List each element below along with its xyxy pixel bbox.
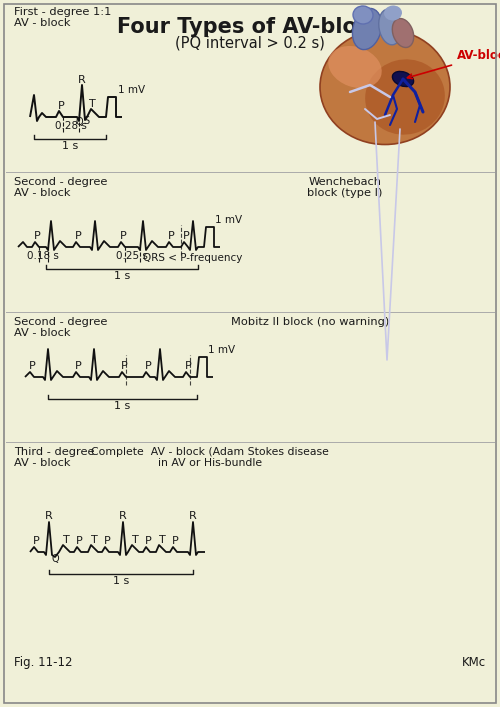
Text: Third - degree: Third - degree: [14, 447, 94, 457]
Text: QRS < P-frequency: QRS < P-frequency: [144, 253, 242, 263]
Text: P: P: [76, 536, 82, 546]
Text: P: P: [104, 536, 110, 546]
Text: P: P: [182, 231, 190, 241]
Text: P: P: [74, 231, 82, 241]
Text: AV - block: AV - block: [14, 18, 70, 28]
Text: Q: Q: [75, 117, 83, 127]
Text: Second - degree: Second - degree: [14, 317, 108, 327]
Ellipse shape: [320, 30, 450, 144]
Text: 1 s: 1 s: [114, 271, 130, 281]
Text: S: S: [83, 116, 89, 126]
Text: R: R: [189, 511, 197, 521]
Ellipse shape: [384, 6, 402, 21]
Text: P: P: [34, 231, 40, 241]
Text: P: P: [184, 361, 192, 371]
Text: AV - block: AV - block: [14, 458, 70, 468]
Text: First - degree 1:1: First - degree 1:1: [14, 7, 112, 17]
Text: P: P: [28, 361, 35, 371]
Text: 0.28 s: 0.28 s: [55, 121, 87, 131]
Text: 1 mV: 1 mV: [118, 85, 145, 95]
Text: R: R: [78, 75, 86, 85]
Text: P: P: [120, 231, 126, 241]
Text: P: P: [120, 361, 128, 371]
Text: AV - block: AV - block: [14, 188, 70, 198]
Text: P: P: [32, 536, 40, 546]
Text: P: P: [172, 536, 178, 546]
Text: 1 mV: 1 mV: [208, 345, 235, 355]
Text: 1 s: 1 s: [113, 576, 129, 586]
Text: 0.25 s: 0.25 s: [116, 251, 148, 261]
Text: R: R: [119, 511, 127, 521]
Text: Wenchebach: Wenchebach: [308, 177, 382, 187]
Text: T: T: [62, 535, 70, 545]
Text: T: T: [88, 99, 96, 109]
Text: P: P: [168, 231, 174, 241]
Ellipse shape: [352, 8, 382, 49]
Text: AV - block: AV - block: [14, 328, 70, 338]
Ellipse shape: [328, 46, 382, 88]
Text: Second - degree: Second - degree: [14, 177, 108, 187]
Text: Four Types of AV-block: Four Types of AV-block: [117, 17, 383, 37]
Text: in AV or His-bundle: in AV or His-bundle: [158, 458, 262, 468]
Text: KMc: KMc: [462, 656, 486, 669]
Text: T: T: [90, 535, 98, 545]
Text: AV-block: AV-block: [408, 49, 500, 78]
Ellipse shape: [365, 59, 445, 134]
Ellipse shape: [353, 6, 373, 24]
Text: T: T: [132, 535, 138, 545]
Text: block (type I): block (type I): [308, 188, 382, 198]
Ellipse shape: [392, 71, 413, 86]
Text: Mobitz II block (no warning): Mobitz II block (no warning): [231, 317, 389, 327]
Text: P: P: [144, 536, 152, 546]
Text: R: R: [45, 511, 53, 521]
Text: (PQ interval > 0.2 s): (PQ interval > 0.2 s): [175, 36, 325, 51]
Text: P: P: [58, 101, 64, 111]
Text: P: P: [144, 361, 152, 371]
Ellipse shape: [378, 9, 402, 45]
Text: 0.18 s: 0.18 s: [27, 251, 59, 261]
Text: Fig. 11-12: Fig. 11-12: [14, 656, 72, 669]
Text: 1 mV: 1 mV: [215, 215, 242, 225]
Text: 1 s: 1 s: [114, 401, 130, 411]
Text: Complete  AV - block (Adam Stokes disease: Complete AV - block (Adam Stokes disease: [91, 447, 329, 457]
Text: 1 s: 1 s: [62, 141, 78, 151]
Text: P: P: [74, 361, 82, 371]
Ellipse shape: [392, 18, 413, 47]
Text: Q: Q: [51, 554, 59, 564]
Text: T: T: [158, 535, 166, 545]
